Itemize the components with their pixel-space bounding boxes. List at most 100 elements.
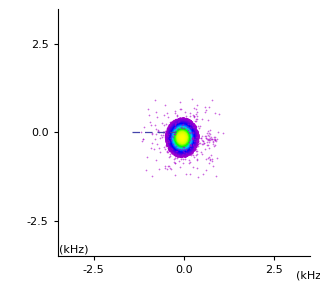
Point (195, 133, 200, 138)
Point (177, 129, 182, 133)
Point (180, 135, 185, 140)
Point (207, 131, 212, 136)
Point (174, 137, 179, 142)
Point (178, 128, 183, 132)
Point (169, 125, 174, 130)
Point (192, 136, 197, 141)
Point (168, 167, 173, 172)
Point (190, 142, 196, 147)
Point (190, 141, 195, 146)
Point (186, 124, 191, 129)
Point (173, 138, 178, 143)
Point (195, 131, 200, 136)
Point (177, 126, 182, 131)
Point (170, 142, 175, 147)
Point (176, 140, 181, 144)
Point (180, 121, 185, 126)
Point (172, 138, 177, 142)
Point (180, 149, 185, 154)
Point (180, 132, 186, 136)
Point (174, 141, 179, 146)
Point (192, 131, 197, 136)
Point (179, 150, 184, 155)
Point (193, 141, 198, 146)
Point (172, 148, 177, 153)
Point (172, 123, 177, 128)
Point (181, 149, 186, 154)
Point (169, 123, 174, 127)
Point (188, 143, 193, 148)
Point (176, 126, 181, 131)
Point (188, 144, 193, 149)
Point (178, 147, 183, 152)
Point (186, 140, 191, 145)
Point (181, 123, 187, 128)
Point (173, 133, 179, 138)
Point (183, 126, 188, 131)
Point (191, 129, 196, 134)
Point (185, 138, 190, 142)
Point (169, 126, 174, 131)
Point (178, 141, 183, 146)
Point (191, 143, 196, 148)
Point (169, 129, 174, 134)
Point (177, 121, 182, 126)
Point (175, 129, 180, 134)
Point (169, 128, 174, 133)
Point (172, 132, 177, 137)
Point (176, 150, 181, 155)
Point (188, 140, 193, 145)
Point (182, 132, 188, 136)
Point (180, 146, 186, 151)
Point (191, 136, 196, 141)
Point (176, 119, 181, 124)
Point (187, 129, 192, 134)
Point (176, 129, 181, 133)
Point (166, 129, 171, 133)
Point (189, 139, 194, 144)
Point (175, 125, 180, 129)
Point (180, 145, 185, 150)
Point (189, 140, 194, 144)
Point (170, 132, 175, 137)
Point (169, 145, 174, 150)
Point (194, 135, 199, 140)
Point (188, 129, 194, 134)
Point (175, 137, 180, 142)
Point (174, 145, 179, 150)
Point (172, 139, 177, 144)
Point (167, 128, 172, 133)
Point (188, 129, 193, 133)
Point (172, 146, 177, 151)
Point (190, 136, 196, 141)
Point (161, 130, 166, 135)
Point (193, 128, 198, 133)
Point (193, 131, 198, 136)
Point (176, 130, 181, 135)
Point (165, 135, 170, 140)
Point (184, 135, 189, 140)
Point (195, 110, 200, 115)
Point (184, 146, 189, 150)
Point (190, 144, 196, 149)
Point (165, 134, 170, 138)
Point (173, 129, 178, 133)
Point (177, 132, 182, 137)
Point (194, 132, 199, 137)
Point (173, 137, 179, 141)
Point (203, 168, 208, 173)
Point (170, 134, 175, 139)
Point (172, 133, 177, 138)
Point (182, 143, 187, 148)
Point (176, 124, 181, 129)
Point (165, 131, 170, 136)
Point (179, 149, 184, 154)
Point (186, 148, 191, 153)
Point (167, 139, 172, 144)
Point (189, 129, 195, 134)
Point (203, 136, 208, 141)
Point (175, 124, 180, 129)
Point (182, 120, 187, 125)
Point (180, 117, 185, 122)
Point (165, 138, 171, 143)
